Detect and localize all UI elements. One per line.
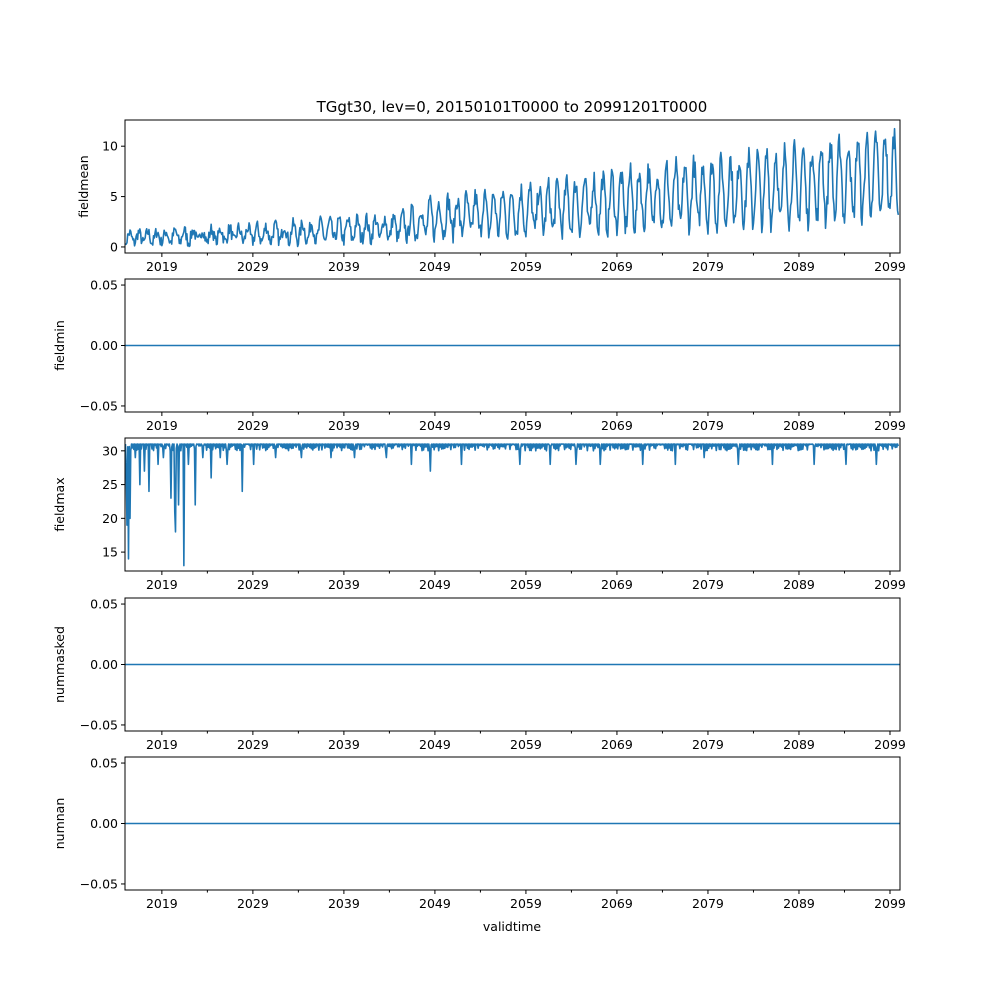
- x-tick-label-fieldmax: 2069: [601, 577, 633, 592]
- x-tick-label-nummasked: 2099: [874, 737, 906, 752]
- y-tick-label-numnan: 0.00: [90, 816, 118, 831]
- x-tick-label-fieldmean: 2029: [237, 259, 269, 274]
- x-tick-label-numnan: 2099: [874, 896, 906, 911]
- x-tick-label-fieldmean: 2049: [419, 259, 451, 274]
- y-tick-label-fieldmean: 5: [110, 189, 118, 204]
- panel-fieldmean: 0 5 10 2019 2029 2039 2049 2059 2069 2079 2089 2099…: [76, 119, 906, 274]
- plot-frame-fieldmean: [124, 119, 901, 254]
- x-tick-label-fieldmin: 2089: [783, 418, 815, 433]
- x-tick-label-numnan: 2059: [510, 896, 542, 911]
- x-tick-label-numnan: 2039: [328, 896, 360, 911]
- x-tick-label-nummasked: 2059: [510, 737, 542, 752]
- y-tick-label-fieldmax: 25: [102, 477, 118, 492]
- x-tick-label-fieldmax: 2089: [783, 577, 815, 592]
- x-tick-label-fieldmax: 2079: [692, 577, 724, 592]
- x-tick-label-nummasked: 2069: [601, 737, 633, 752]
- x-tick-label-fieldmax: 2059: [510, 577, 542, 592]
- y-axis-label-fieldmax: fieldmax: [52, 477, 67, 531]
- panel-fieldmax: 15 20 25 30 2019 2029 2039 2049 2059 2069 2079 2089…: [52, 437, 906, 592]
- x-tick-label-numnan: 2019: [146, 896, 178, 911]
- x-tick-label-fieldmin: 2049: [419, 418, 451, 433]
- y-axis-label-fieldmin: fieldmin: [52, 320, 67, 371]
- x-tick-label-fieldmean: 2039: [328, 259, 360, 274]
- y-tick-label-fieldmin: 0.00: [90, 338, 118, 353]
- x-tick-label-fieldmean: 2089: [783, 259, 815, 274]
- x-tick-label-fieldmean: 2069: [601, 259, 633, 274]
- x-tick-label-nummasked: 2079: [692, 737, 724, 752]
- panel-nummasked: −0.05 0.00 0.05 2019 2029 2039 2049 2059 2069 207…: [52, 597, 906, 752]
- x-tick-label-fieldmin: 2099: [874, 418, 906, 433]
- x-tick-label-fieldmean: 2019: [146, 259, 178, 274]
- x-tick-label-numnan: 2029: [237, 896, 269, 911]
- y-tick-label-numnan: −0.05: [80, 876, 118, 891]
- y-axis-label-fieldmean: fieldmean: [76, 155, 91, 217]
- y-tick-label-nummasked: −0.05: [80, 717, 118, 732]
- x-tick-label-fieldmax: 2099: [874, 577, 906, 592]
- x-tick-label-nummasked: 2089: [783, 737, 815, 752]
- x-tick-label-fieldmean: 2079: [692, 259, 724, 274]
- y-axis-label-nummasked: nummasked: [52, 626, 67, 703]
- x-tick-label-fieldmax: 2049: [419, 577, 451, 592]
- x-tick-label-nummasked: 2039: [328, 737, 360, 752]
- x-tick-label-numnan: 2049: [419, 896, 451, 911]
- x-tick-label-fieldmax: 2029: [237, 577, 269, 592]
- x-tick-label-fieldmin: 2079: [692, 418, 724, 433]
- y-tick-label-nummasked: 0.00: [90, 657, 118, 672]
- x-tick-label-numnan: 2069: [601, 896, 633, 911]
- series-line-fieldmax: [125, 443, 900, 567]
- y-axis-label-numnan: numnan: [52, 798, 67, 850]
- panel-numnan: −0.05 0.00 0.05 2019 2029 2039 2049 2059 2069 207…: [52, 756, 906, 911]
- y-tick-label-fieldmax: 15: [102, 545, 118, 560]
- x-tick-label-fieldmin: 2039: [328, 418, 360, 433]
- panel-fieldmin: −0.05 0.00 0.05 2019 2029 2039 2049 2059 2069 207…: [52, 278, 906, 433]
- x-tick-label-numnan: 2089: [783, 896, 815, 911]
- y-tick-label-fieldmax: 20: [102, 511, 118, 526]
- x-tick-label-fieldmean: 2059: [510, 259, 542, 274]
- x-tick-label-nummasked: 2019: [146, 737, 178, 752]
- y-tick-label-fieldmean: 10: [102, 139, 118, 154]
- y-tick-label-numnan: 0.05: [90, 756, 118, 771]
- x-tick-label-nummasked: 2029: [237, 737, 269, 752]
- x-tick-label-nummasked: 2049: [419, 737, 451, 752]
- x-tick-label-fieldmax: 2019: [146, 577, 178, 592]
- y-tick-label-fieldmin: −0.05: [80, 398, 118, 413]
- x-tick-label-fieldmax: 2039: [328, 577, 360, 592]
- y-tick-label-fieldmean: 0: [110, 239, 118, 254]
- y-tick-label-fieldmin: 0.05: [90, 278, 118, 293]
- y-tick-label-fieldmax: 30: [102, 443, 118, 458]
- panels-group: 0 5 10 2019 2029 2039 2049 2059 2069 2079 2089 2099…: [52, 119, 906, 911]
- x-axis-label: validtime: [483, 919, 541, 934]
- x-tick-label-numnan: 2079: [692, 896, 724, 911]
- x-tick-label-fieldmean: 2099: [874, 259, 906, 274]
- x-tick-label-fieldmin: 2059: [510, 418, 542, 433]
- chart-title: TGgt30, lev=0, 20150101T0000 to 20991201…: [316, 98, 708, 116]
- x-tick-label-fieldmin: 2029: [237, 418, 269, 433]
- x-tick-label-fieldmin: 2019: [146, 418, 178, 433]
- x-tick-label-fieldmin: 2069: [601, 418, 633, 433]
- plot-frame-fieldmax: [124, 437, 901, 572]
- y-tick-label-nummasked: 0.05: [90, 597, 118, 612]
- series-line-fieldmean: [125, 127, 900, 248]
